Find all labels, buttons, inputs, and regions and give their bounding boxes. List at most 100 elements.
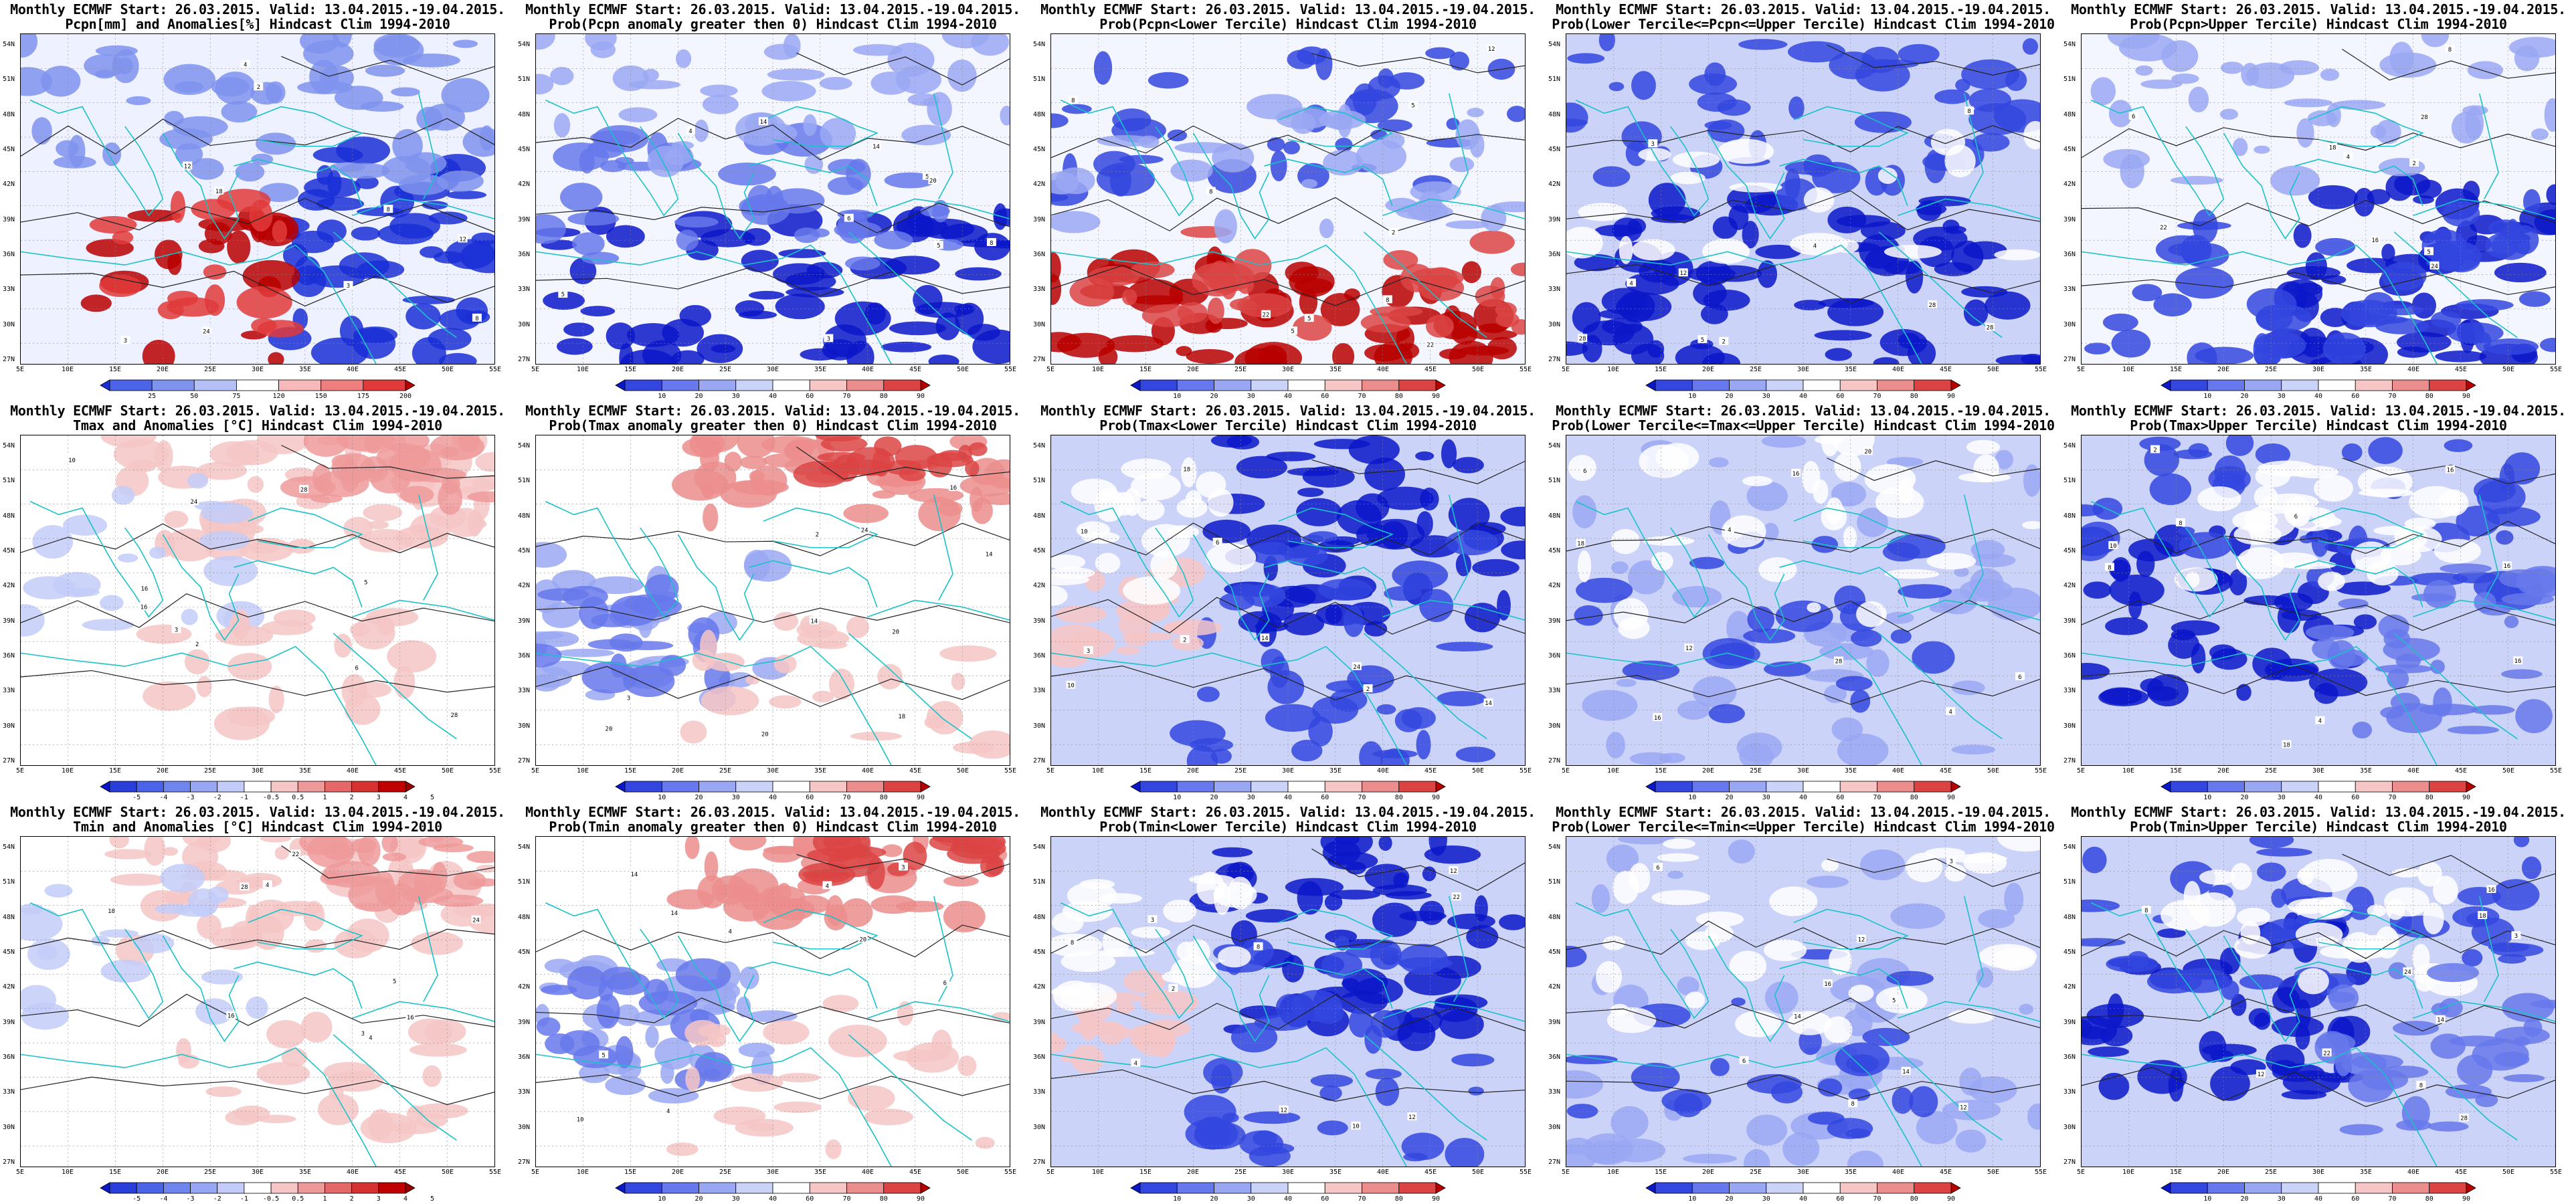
field-patch [1738, 39, 1788, 50]
svg-text:16: 16 [1792, 471, 1800, 478]
map-panel-tmax-3: Monthly ECMWF Start: 26.03.2015. Valid: … [1030, 401, 1546, 803]
colorbar-swatch [2355, 781, 2393, 793]
field-patch [2378, 614, 2409, 640]
field-patch [1446, 118, 1460, 130]
field-patch [1131, 926, 1171, 938]
svg-text:12: 12 [1408, 1114, 1416, 1121]
field-patch [2149, 473, 2192, 506]
field-patch [1856, 601, 1887, 627]
field-patch [1441, 439, 1457, 469]
field-patch [2219, 108, 2239, 120]
field-patch [1196, 872, 1225, 904]
colorbar-swatch [2207, 781, 2245, 793]
colorbar-swatch [1214, 1182, 1252, 1194]
field-patch [1718, 138, 1774, 165]
field-patch [1364, 458, 1406, 491]
field-patch [765, 888, 781, 912]
svg-text:20: 20 [892, 629, 899, 635]
field-patch [1973, 454, 1999, 483]
field-patch [642, 68, 659, 82]
field-patch [844, 256, 881, 271]
field-patch [1764, 661, 1811, 677]
field-patch [2175, 267, 2234, 299]
field-patch [2328, 984, 2359, 1012]
svg-text:14: 14 [1794, 1014, 1801, 1021]
colorbar-swatch [1645, 379, 1656, 391]
lon-label: 15E [1654, 1169, 1667, 1176]
field-patch [1051, 211, 1101, 233]
colorbar-label: -2 [213, 794, 221, 801]
field-patch [2279, 60, 2319, 76]
contour-line [796, 854, 1010, 880]
field-patch [1651, 890, 1710, 906]
field-patch [1912, 641, 1955, 674]
field-patch [1474, 895, 1488, 922]
field-patch [458, 435, 480, 453]
panel-title-line2: Prob(Tmin anomaly greater then 0) Hindca… [549, 819, 997, 835]
field-patch [2284, 98, 2333, 108]
lon-label: 15E [2169, 366, 2183, 373]
contour-label: 16 [1653, 713, 1663, 722]
field-patch [1582, 334, 1602, 363]
colorbar-label: -5 [132, 1195, 141, 1203]
colorbar-label: 70 [1873, 794, 1881, 801]
contour-line [536, 924, 1010, 959]
field-patch [1196, 686, 1220, 702]
field-patch [550, 67, 574, 86]
lon-label: 50E [441, 767, 454, 775]
contour-label: 3 [1946, 856, 1956, 866]
coastline [29, 500, 164, 618]
field-patch [739, 456, 767, 470]
field-patch [1695, 911, 1744, 927]
field-patch [2082, 1015, 2118, 1045]
contour-line [536, 605, 1010, 623]
lon-label: 20E [2217, 767, 2230, 775]
field-patch [2225, 435, 2254, 456]
svg-text:3: 3 [901, 864, 905, 871]
lat-label: 45N [1033, 547, 1046, 555]
lat-label: 45N [1033, 948, 1046, 956]
lon-label: 30E [1797, 767, 1810, 775]
field-patch [1631, 239, 1675, 261]
colorbar-swatch [2170, 1182, 2208, 1194]
coastline [248, 908, 363, 950]
field-patch [2339, 1124, 2383, 1136]
lat-label: 54N [3, 442, 15, 449]
field-patch [365, 615, 390, 625]
field-patch [1319, 1085, 1342, 1101]
colorbar-label: 80 [879, 393, 888, 400]
field-patch [1121, 458, 1172, 480]
contour-line [1311, 459, 1525, 484]
colorbar-swatch [217, 781, 245, 793]
field-patch [1821, 858, 1839, 872]
contour-label: 4 [262, 880, 272, 889]
lon-label: 35E [298, 366, 312, 373]
colorbar-label: 10 [2203, 794, 2212, 801]
map-area: 5 6 5 5 8 4 14 3 14 20 [535, 33, 1010, 365]
colorbar-swatch [1139, 379, 1178, 391]
field-patch [693, 435, 740, 453]
coastline [2413, 1001, 2555, 1022]
colorbar-label: 30 [731, 1195, 740, 1203]
contour-label: 10 [67, 456, 77, 464]
colorbar-label: 30 [731, 393, 740, 400]
svg-text:6: 6 [1656, 865, 1659, 872]
contour-line [1827, 458, 2040, 481]
field-patch [872, 490, 896, 499]
lon-label: 10E [576, 1169, 589, 1176]
coastline [1192, 534, 1270, 641]
field-patch [1170, 159, 1213, 182]
field-patch [1685, 991, 1706, 1009]
map-area: 22 12 22 5 5 8 2 5 8 8 [1050, 33, 1526, 365]
colorbar-label: 200 [399, 393, 412, 400]
field-patch [1359, 741, 1384, 765]
svg-text:28: 28 [2421, 114, 2428, 121]
lon-label: 20E [156, 767, 169, 775]
coastline [2308, 507, 2424, 548]
field-patch [403, 53, 460, 68]
contour-label: 12 [2256, 1070, 2266, 1078]
svg-text:10: 10 [1081, 529, 1088, 536]
lat-label: 54N [518, 442, 531, 449]
colorbar [615, 1182, 931, 1194]
field-patch [2146, 674, 2189, 707]
